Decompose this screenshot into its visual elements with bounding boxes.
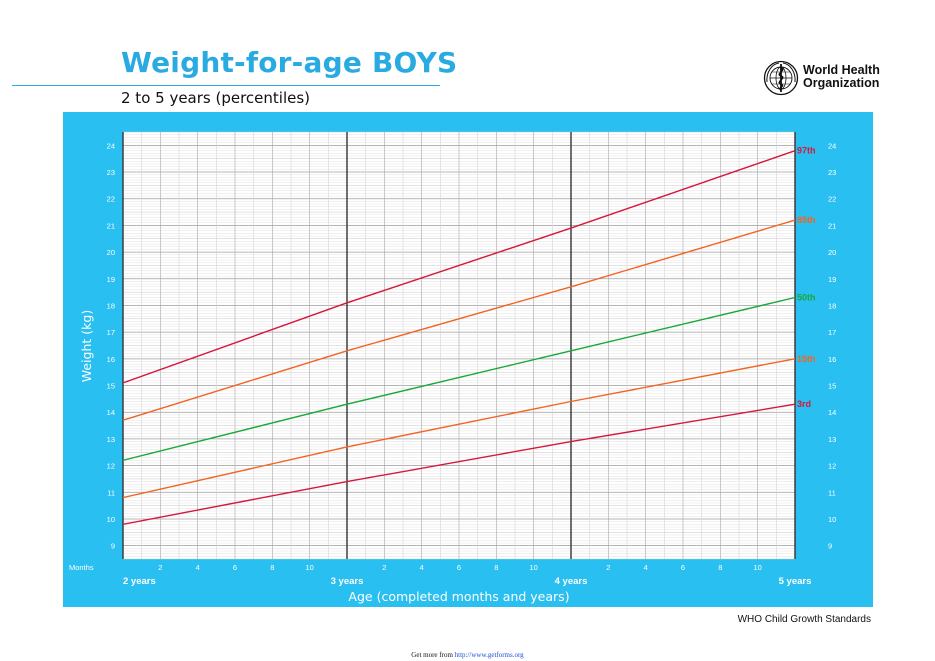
who-org-name-line2: Organization	[803, 76, 880, 90]
y-tick-label-right: 15	[828, 382, 836, 391]
y-tick-label-right: 14	[828, 408, 836, 417]
x-axis-title: Age (completed months and years)	[348, 589, 569, 604]
y-tick-label-left: 23	[107, 168, 115, 177]
y-tick-label-left: 22	[107, 195, 115, 204]
y-tick-label-right: 22	[828, 195, 836, 204]
percentile-line-15th	[122, 358, 796, 499]
percentile-line-3rd	[122, 403, 796, 525]
y-tick-label-left: 21	[107, 221, 115, 230]
y-tick-label-right: 17	[828, 328, 836, 337]
percentile-label-15th: 15th	[797, 354, 816, 364]
percentile-line-85th	[122, 219, 796, 421]
chart-subtitle: 2 to 5 years (percentiles)	[121, 89, 311, 107]
x-tick-label: 6	[681, 563, 685, 572]
y-tick-label-right: 21	[828, 221, 836, 230]
y-tick-label-left: 20	[107, 248, 115, 257]
x-year-label: 5 years	[779, 576, 812, 587]
percentile-label-85th: 85th	[797, 215, 816, 225]
who-org-name: World Health Organization	[803, 64, 880, 90]
y-tick-label-left: 12	[107, 462, 115, 471]
x-year-label: 3 years	[331, 576, 364, 587]
x-tick-label: 2	[606, 563, 610, 572]
percentile-line-97th	[122, 150, 796, 384]
y-tick-label-right: 19	[828, 275, 836, 284]
y-axis-title: Weight (kg)	[79, 310, 94, 382]
percentile-line-50th	[122, 296, 796, 461]
footer-url[interactable]: http://www.getforms.org	[454, 651, 524, 659]
title-underline	[12, 85, 440, 86]
y-tick-label-right: 20	[828, 248, 836, 257]
y-tick-label-left: 13	[107, 435, 115, 444]
percentile-label-97th: 97th	[797, 146, 816, 156]
who-org-name-line1: World Health	[803, 63, 880, 77]
y-tick-label-right: 12	[828, 462, 836, 471]
x-tick-label: 8	[494, 563, 498, 572]
footer-prefix: Get more from	[411, 651, 455, 659]
y-tick-label-right: 16	[828, 355, 836, 364]
y-tick-label-right: 13	[828, 435, 836, 444]
y-tick-label-left: 14	[107, 408, 115, 417]
y-tick-label-left: 10	[107, 515, 115, 524]
x-tick-label: 4	[420, 563, 424, 572]
x-tick-label: 8	[270, 563, 274, 572]
x-unit-label: Months	[69, 563, 94, 572]
y-tick-label-right: 18	[828, 301, 836, 310]
chart-title: Weight-for-age BOYS	[121, 46, 458, 79]
y-tick-label-right: 11	[828, 488, 836, 497]
x-tick-label: 10	[529, 563, 537, 572]
who-standards-label: WHO Child Growth Standards	[737, 614, 871, 625]
y-tick-label-right: 10	[828, 515, 836, 524]
y-tick-label-left: 24	[107, 141, 115, 150]
x-tick-label: 10	[753, 563, 761, 572]
y-tick-label-left: 15	[107, 382, 115, 391]
footer-more-link: Get more from http://www.getforms.org	[0, 651, 935, 659]
x-tick-label: 6	[233, 563, 237, 572]
y-tick-label-left: 16	[107, 355, 115, 364]
y-tick-label-right: 23	[828, 168, 836, 177]
percentile-label-3rd: 3rd	[797, 399, 811, 409]
x-year-label: 2 years	[123, 576, 156, 587]
y-tick-label-left: 18	[107, 301, 115, 310]
x-tick-label: 4	[644, 563, 648, 572]
percentile-label-50th: 50th	[797, 292, 816, 302]
y-tick-label-right: 24	[828, 141, 836, 150]
x-year-label: 4 years	[555, 576, 588, 587]
y-tick-label-left: 19	[107, 275, 115, 284]
y-tick-label-right: 9	[828, 542, 832, 551]
y-tick-label-left: 9	[111, 542, 115, 551]
x-tick-label: 2	[158, 563, 162, 572]
y-tick-label-left: 11	[107, 488, 115, 497]
who-emblem-icon	[763, 60, 799, 96]
x-tick-label: 6	[457, 563, 461, 572]
x-tick-label: 4	[196, 563, 200, 572]
y-tick-label-left: 17	[107, 328, 115, 337]
x-tick-label: 8	[718, 563, 722, 572]
x-tick-label: 10	[305, 563, 313, 572]
x-tick-label: 2	[382, 563, 386, 572]
